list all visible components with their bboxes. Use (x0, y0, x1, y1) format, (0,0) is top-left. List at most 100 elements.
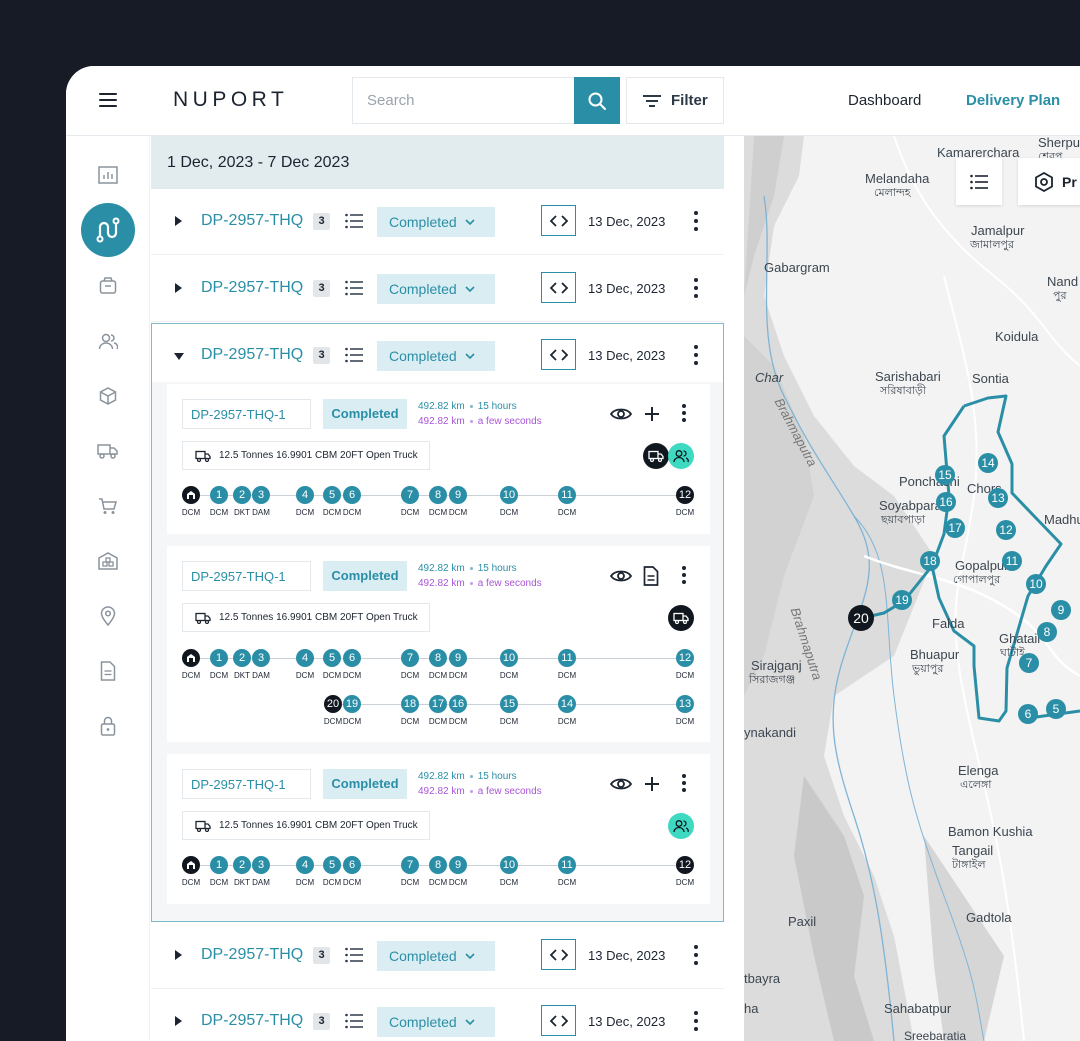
code-button[interactable] (541, 272, 576, 303)
map-stop-marker[interactable]: 18 (920, 551, 940, 571)
map-stop-marker[interactable]: 14 (978, 453, 998, 473)
timeline-stop[interactable]: 9 (449, 649, 467, 667)
timeline-stop[interactable]: 7 (401, 649, 419, 667)
trip-id[interactable]: DP-2957-THQ-1 (182, 399, 311, 429)
map-stop-marker[interactable]: 6 (1018, 704, 1038, 724)
map-stop-marker[interactable]: 16 (936, 492, 956, 512)
timeline-stop[interactable]: 9 (449, 486, 467, 504)
plan-id[interactable]: DP-2957-THQ (201, 212, 304, 229)
plan-row[interactable]: DP-2957-THQ 3 Completed 13 Dec, 2023 (151, 256, 724, 322)
timeline-stop[interactable]: 8 (429, 649, 447, 667)
warehouse-icon[interactable] (182, 486, 200, 504)
timeline-stop[interactable]: 5 (323, 856, 341, 874)
timeline-stop[interactable]: 11 (558, 856, 576, 874)
add-icon[interactable] (641, 403, 663, 425)
timeline-stop[interactable]: 14 (558, 695, 576, 713)
timeline-stop[interactable]: 3 (252, 856, 270, 874)
status-dropdown[interactable]: Completed (377, 207, 495, 237)
map-stop-marker[interactable]: 15 (935, 465, 955, 485)
timeline-stop[interactable]: 18 (401, 695, 419, 713)
timeline-stop[interactable]: 10 (500, 856, 518, 874)
timeline-stop[interactable]: 2 (233, 486, 251, 504)
timeline-stop[interactable]: 9 (449, 856, 467, 874)
route-map[interactable]: Sherpur শেরপু Kamarerchara Melandaha মেল… (744, 136, 1080, 1041)
timeline-stop[interactable]: 11 (558, 649, 576, 667)
plan-row[interactable]: DP-2957-THQ 3 Completed 13 Dec, 2023 (151, 189, 724, 255)
list-icon[interactable] (345, 213, 363, 229)
list-icon[interactable] (345, 947, 363, 963)
trip-id[interactable]: DP-2957-THQ-1 (182, 561, 311, 591)
timeline-stop[interactable]: 4 (296, 856, 314, 874)
timeline-stop[interactable]: 13 (676, 695, 694, 713)
timeline-stop[interactable]: 19 (343, 695, 361, 713)
timeline-stop[interactable]: 7 (401, 856, 419, 874)
timeline-stop[interactable]: 6 (343, 856, 361, 874)
map-stop-marker[interactable]: 5 (1046, 699, 1066, 719)
view-icon[interactable] (610, 773, 632, 795)
timeline-stop[interactable]: 5 (323, 649, 341, 667)
more-options-icon[interactable] (693, 211, 699, 231)
more-options-icon[interactable] (693, 1011, 699, 1031)
timeline-stop[interactable]: 8 (429, 856, 447, 874)
more-options-icon[interactable] (693, 945, 699, 965)
trip-id[interactable]: DP-2957-THQ-1 (182, 769, 311, 799)
location-icon[interactable] (96, 604, 120, 628)
plan-id[interactable]: DP-2957-THQ (201, 1012, 304, 1029)
timeline-stop[interactable]: 1 (210, 486, 228, 504)
more-options-icon[interactable] (681, 404, 687, 422)
status-dropdown[interactable]: Completed (377, 1007, 495, 1037)
users-icon[interactable] (96, 329, 120, 353)
timeline-stop[interactable]: 5 (323, 486, 341, 504)
plan-id[interactable]: DP-2957-THQ (201, 346, 304, 363)
cube-icon[interactable] (96, 384, 120, 408)
map-stop-marker[interactable]: 9 (1051, 600, 1071, 620)
warehouse-icon[interactable] (96, 549, 120, 573)
document-icon[interactable] (640, 565, 662, 587)
plan-row[interactable]: DP-2957-THQ 3 Completed 13 Dec, 2023 (152, 324, 723, 382)
timeline-stop[interactable]: 12 (676, 856, 694, 874)
plan-id[interactable]: DP-2957-THQ (201, 946, 304, 963)
timeline-stop[interactable]: 4 (296, 649, 314, 667)
timeline-stop[interactable]: 10 (500, 649, 518, 667)
map-stop-marker[interactable]: 13 (988, 488, 1008, 508)
list-icon[interactable] (345, 280, 363, 296)
timeline-stop[interactable]: 6 (343, 486, 361, 504)
status-dropdown[interactable]: Completed (377, 941, 495, 971)
map-stop-marker[interactable]: 12 (996, 520, 1016, 540)
nav-dashboard[interactable]: Dashboard (848, 92, 922, 109)
route-icon[interactable] (81, 203, 135, 257)
code-button[interactable] (541, 1005, 576, 1036)
plan-row[interactable]: DP-2957-THQ 3 Completed 13 Dec, 2023 (151, 923, 724, 989)
map-settings-button[interactable]: Pr (1018, 158, 1080, 205)
truck-avatar[interactable] (668, 605, 694, 631)
timeline-stop[interactable]: 1 (210, 649, 228, 667)
nav-delivery-plan[interactable]: Delivery Plan (966, 92, 1061, 109)
lock-icon[interactable] (96, 714, 120, 738)
warehouse-icon[interactable] (182, 649, 200, 667)
timeline-stop[interactable]: 12 (676, 649, 694, 667)
search-input[interactable] (352, 77, 574, 124)
timeline-stop[interactable]: 2 (233, 649, 251, 667)
map-stop-marker[interactable]: 7 (1019, 653, 1039, 673)
filter-button[interactable]: Filter (626, 77, 724, 124)
driver-avatar[interactable] (668, 443, 694, 469)
package-icon[interactable] (96, 274, 120, 298)
view-icon[interactable] (610, 403, 632, 425)
timeline-stop[interactable]: 3 (252, 486, 270, 504)
timeline-stop[interactable]: 20 (324, 695, 342, 713)
timeline-stop[interactable]: 8 (429, 486, 447, 504)
map-stop-marker[interactable]: 17 (945, 518, 965, 538)
search-button[interactable] (574, 77, 620, 124)
plan-row[interactable]: DP-2957-THQ 3 Completed 13 Dec, 2023 (151, 989, 724, 1041)
map-stop-marker[interactable]: 8 (1037, 622, 1057, 642)
chart-icon[interactable] (96, 163, 120, 187)
timeline-stop[interactable]: 10 (500, 486, 518, 504)
map-stop-marker[interactable]: 11 (1002, 551, 1022, 571)
code-button[interactable] (541, 205, 576, 236)
map-stop-marker[interactable]: 20 (848, 605, 874, 631)
code-button[interactable] (541, 339, 576, 370)
timeline-stop[interactable]: 6 (343, 649, 361, 667)
truck-icon[interactable] (96, 439, 120, 463)
collapse-caret-icon[interactable] (174, 353, 184, 360)
cart-icon[interactable] (96, 494, 120, 518)
